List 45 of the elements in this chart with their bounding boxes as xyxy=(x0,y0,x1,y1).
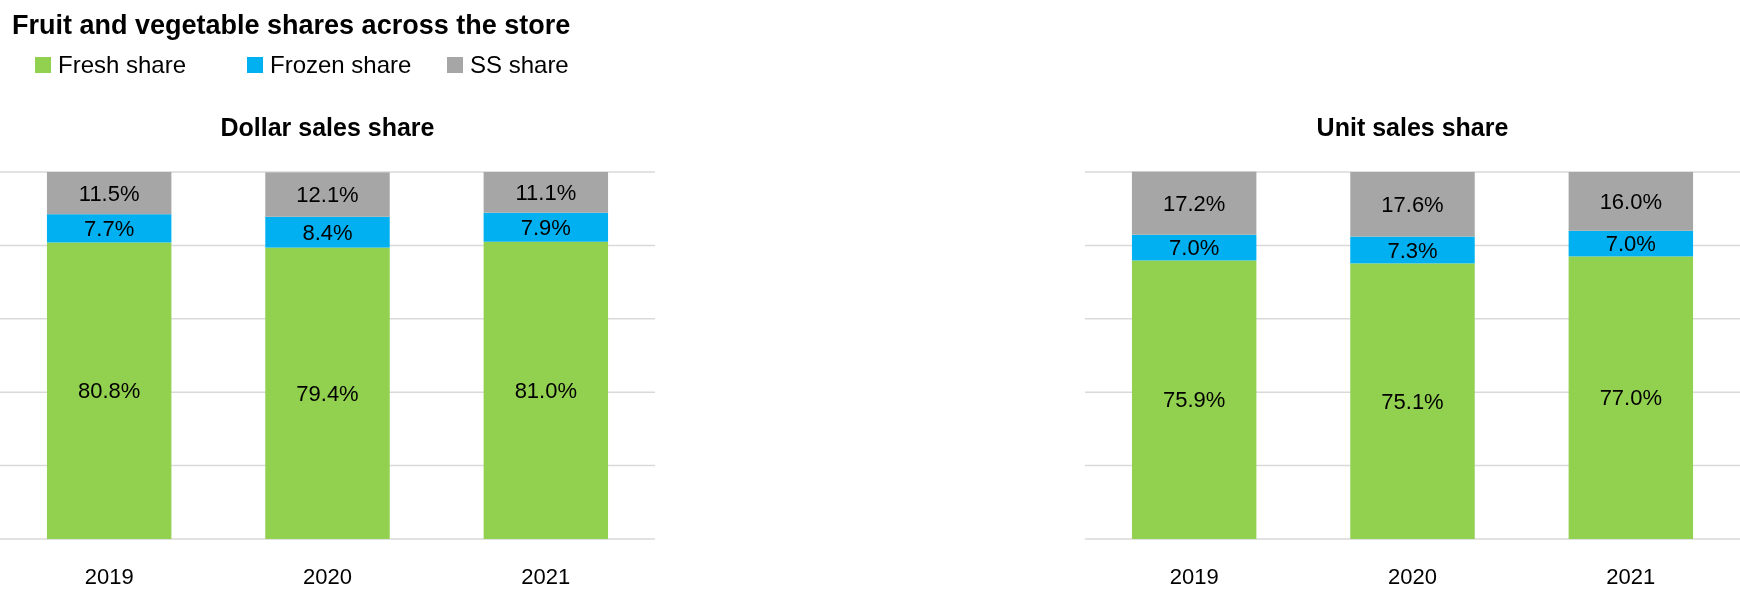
data-label: 79.4% xyxy=(296,381,359,406)
data-label: 75.1% xyxy=(1381,388,1444,414)
data-label: 16.0% xyxy=(1599,189,1663,215)
data-label: 17.6% xyxy=(1381,192,1444,217)
data-label: 7.0% xyxy=(1169,235,1220,261)
bar xyxy=(1131,260,1257,539)
bar xyxy=(46,242,172,539)
chart-subtitle: Unit sales share xyxy=(1316,112,1509,141)
data-label: 7.7% xyxy=(84,216,135,242)
legend-label: Frozen share xyxy=(270,51,412,79)
bar xyxy=(265,216,390,248)
data-label: 11.1% xyxy=(515,180,577,206)
bar xyxy=(265,172,390,217)
data-label: 77.0% xyxy=(1599,385,1663,411)
data-label: 7.9% xyxy=(520,214,571,240)
x-tick-label: 2019 xyxy=(1169,563,1219,589)
bar xyxy=(1568,172,1694,231)
x-tick-label: 2020 xyxy=(303,563,352,589)
bar xyxy=(46,172,172,215)
bar xyxy=(483,172,609,213)
bar xyxy=(265,247,390,539)
bar xyxy=(46,214,172,243)
data-label: 7.3% xyxy=(1387,237,1438,263)
data-label: 12.1% xyxy=(296,182,359,208)
data-label: 8.4% xyxy=(302,219,353,245)
x-tick-label: 2020 xyxy=(1388,563,1437,589)
bar xyxy=(1131,171,1257,235)
x-tick-label: 2019 xyxy=(84,563,134,589)
data-label: 80.8% xyxy=(77,378,141,404)
legend-label: SS share xyxy=(470,51,569,79)
x-tick-label: 2021 xyxy=(521,563,571,589)
data-label: 7.0% xyxy=(1605,231,1656,257)
legend-label: Fresh share xyxy=(58,51,187,79)
bar xyxy=(1350,263,1475,539)
data-label: 11.5% xyxy=(78,180,140,206)
chart-title: Fruit and vegetable shares across the store xyxy=(12,10,571,41)
chart-subtitle: Dollar sales share xyxy=(220,112,435,141)
data-label: 17.2% xyxy=(1162,190,1226,216)
bar xyxy=(1568,256,1694,539)
bar xyxy=(483,241,609,539)
bar xyxy=(483,212,609,242)
bar xyxy=(1350,172,1475,237)
x-tick-label: 2021 xyxy=(1606,563,1656,589)
data-label: 75.9% xyxy=(1162,387,1226,413)
data-label: 81.0% xyxy=(514,378,578,404)
